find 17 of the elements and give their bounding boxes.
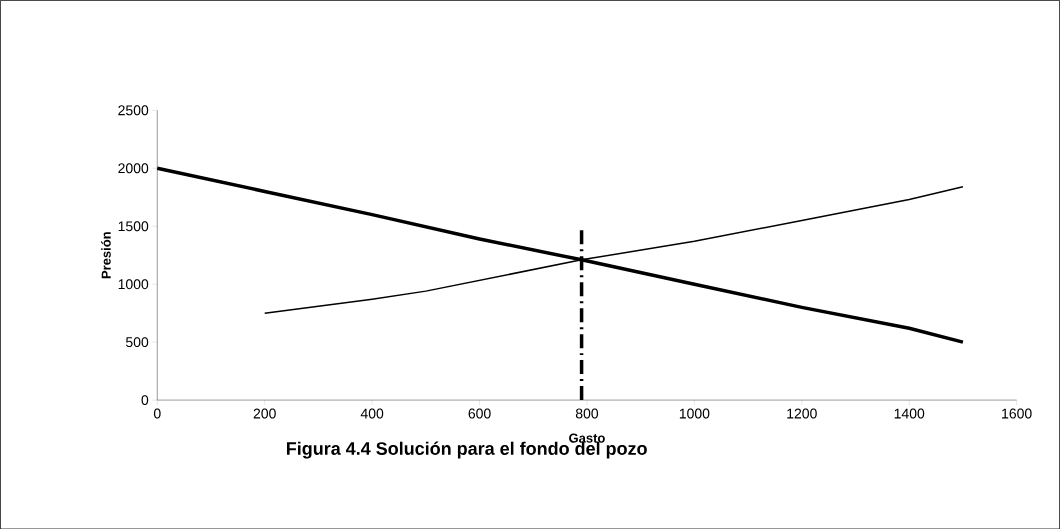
x-tick-label: 1000	[679, 408, 710, 419]
y-tick-label: 2000	[118, 163, 149, 174]
y-tick-label: 500	[125, 336, 149, 347]
y-tick-label: 1500	[118, 221, 149, 231]
y-tick-label: 2500	[118, 105, 149, 116]
x-tick-label: 600	[468, 408, 491, 419]
x-tick-label: 1400	[894, 408, 925, 419]
x-tick-label: 1600	[1002, 408, 1032, 419]
x-tick-label: 0	[153, 408, 161, 419]
x-tick-label: 1200	[787, 408, 817, 419]
y-axis-title: Presión	[101, 232, 111, 278]
x-axis-title: Gasto	[569, 433, 605, 443]
y-tick-label: 1000	[118, 279, 149, 289]
y-tick-label: 0	[141, 394, 149, 405]
x-tick-label: 200	[253, 408, 276, 419]
x-tick-label: 800	[575, 408, 599, 419]
x-tick-label: 400	[360, 408, 384, 419]
